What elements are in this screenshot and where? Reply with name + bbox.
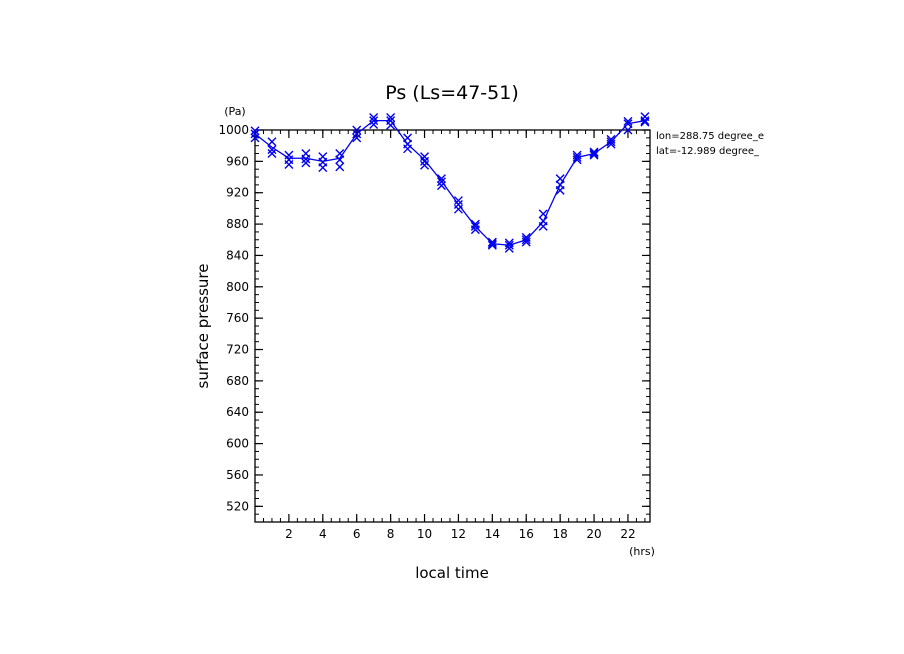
data-point-marker — [335, 162, 345, 172]
data-point-marker — [386, 120, 396, 130]
data-point-marker — [369, 120, 379, 130]
y-tick-label: 640 — [226, 405, 249, 419]
x-tick-label: 10 — [417, 527, 432, 541]
data-point-marker — [640, 117, 650, 127]
data-point-marker — [538, 221, 548, 231]
data-point-marker — [335, 155, 345, 165]
y-tick-label: 760 — [226, 311, 249, 325]
x-tick-label: 22 — [620, 527, 635, 541]
data-point-marker — [267, 145, 277, 155]
axis-tick-labels: 2 4 6 8 10 12 14 16 18 20 22 520 560 600 640 680 720 760 8… — [218, 123, 635, 541]
x-axis-unit: (hrs) — [629, 545, 655, 558]
y-tick-label: 560 — [226, 468, 249, 482]
data-point-marker — [453, 196, 463, 206]
data-marks — [250, 112, 650, 253]
plot-frame — [254, 129, 651, 523]
y-tick-label: 840 — [226, 248, 249, 262]
x-tick-label: 8 — [387, 527, 395, 541]
data-point-marker — [436, 181, 446, 191]
x-tick-label: 2 — [285, 527, 293, 541]
data-point-marker — [470, 225, 480, 235]
data-point-marker — [436, 174, 446, 184]
data-point-marker — [301, 158, 311, 168]
y-tick-label: 520 — [226, 499, 249, 513]
x-tick-label: 20 — [586, 527, 601, 541]
y-tick-label: 800 — [226, 280, 249, 294]
y-tick-label: 920 — [226, 186, 249, 200]
y-tick-label: 960 — [226, 154, 249, 168]
x-tick-label: 14 — [485, 527, 500, 541]
y-tick-label: 880 — [226, 217, 249, 231]
y-tick-label: 600 — [226, 437, 249, 451]
chart-title: Ps (Ls=47-51) — [385, 82, 519, 104]
x-tick-label: 12 — [451, 527, 466, 541]
data-point-marker — [352, 133, 362, 143]
y-axis-label: surface pressure — [194, 264, 212, 389]
x-tick-label: 6 — [353, 527, 361, 541]
data-point-marker — [606, 139, 616, 149]
annotation-lat: lat=-12.989 degree_ — [656, 146, 760, 157]
data-point-marker — [284, 160, 294, 169]
data-point-marker — [521, 237, 531, 247]
data-point-marker — [250, 126, 260, 136]
annotation-lon: lon=288.75 degree_e — [656, 131, 764, 142]
data-point-marker — [504, 243, 514, 253]
y-tick-label: 720 — [226, 343, 249, 357]
x-axis-label: local time — [415, 564, 489, 582]
data-point-marker — [250, 133, 260, 143]
x-tick-label: 18 — [553, 527, 568, 541]
y-axis-unit: (Pa) — [224, 105, 245, 118]
data-point-marker — [352, 125, 362, 135]
x-tick-label: 16 — [519, 527, 534, 541]
data-point-marker — [267, 149, 277, 159]
data-point-marker — [555, 185, 565, 195]
data-point-marker — [487, 240, 497, 250]
x-tick-label: 4 — [319, 527, 327, 541]
data-point-marker — [301, 154, 311, 164]
series-line — [254, 119, 646, 246]
axis-ticks — [255, 129, 650, 522]
y-tick-label: 680 — [226, 374, 249, 388]
data-point-marker — [453, 204, 463, 214]
y-tick-label: 1000 — [218, 123, 249, 137]
data-point-marker — [487, 237, 497, 247]
data-point-marker — [318, 163, 328, 173]
data-point-marker — [623, 116, 633, 126]
